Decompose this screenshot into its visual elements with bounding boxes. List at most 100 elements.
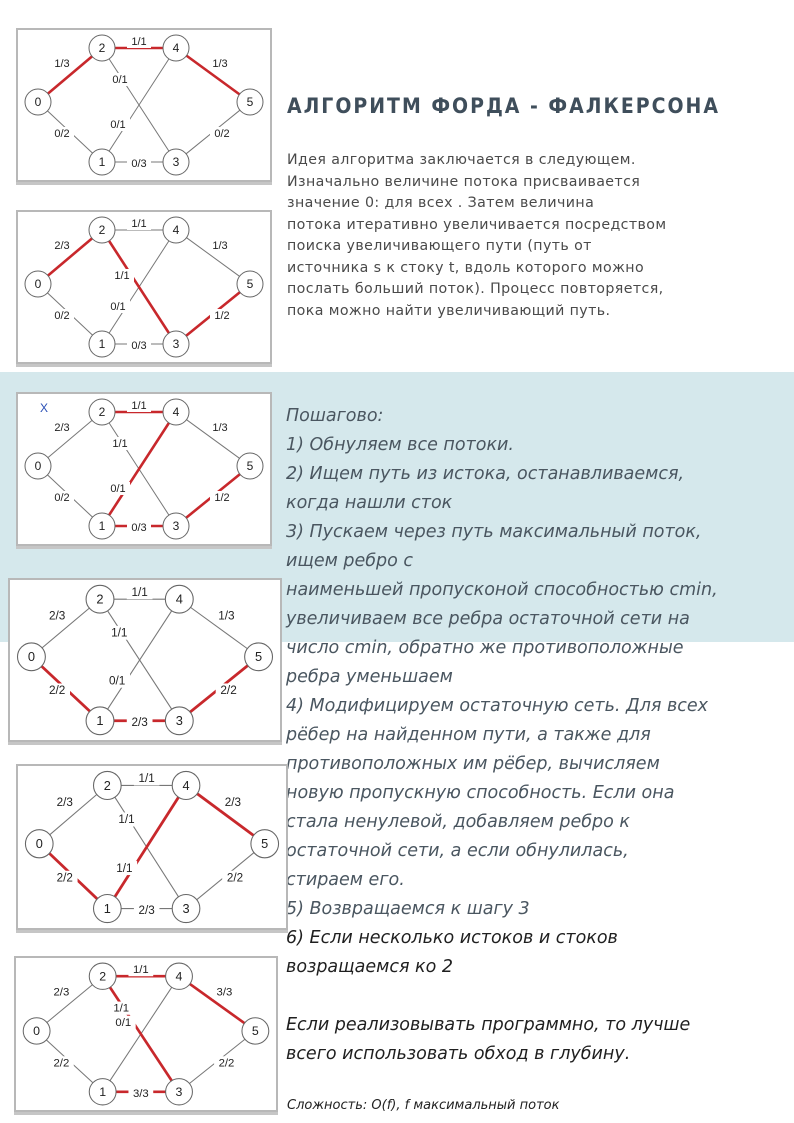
- edge-label-e35: 2/2: [219, 1058, 235, 1070]
- edge-label-e13: 0/3: [131, 522, 146, 534]
- edge-label-bg: [210, 491, 234, 504]
- edge-label-bg: [52, 870, 78, 885]
- network-diagram: 1/3 0/2 1/1 0/1 0/3 0/1 1/3 0/2 0 1 2 3 4 5: [24, 34, 264, 176]
- steps-line: остаточной сети, а если обнулилась,: [286, 841, 629, 861]
- steps-line: [286, 982, 726, 1011]
- edge-label-bg: [127, 35, 151, 48]
- path-edge-4-5: [184, 784, 267, 846]
- complexity-note: Сложность: O(f), f максимальный поток: [287, 1098, 560, 1113]
- edge-label-bg: [50, 309, 74, 322]
- edge-label-e35: 2/2: [220, 684, 236, 697]
- edge-label-bg: [127, 399, 151, 412]
- edge-label-e02: 2/3: [54, 422, 69, 434]
- intro-line: источника s к стоку t, вдоль которого мо…: [287, 259, 645, 276]
- node-1: [88, 148, 116, 176]
- node-label-1: 1: [104, 901, 111, 916]
- edge-label-e21: 1/1: [111, 627, 127, 640]
- cross-mark: X: [40, 401, 48, 415]
- node-0: [24, 452, 52, 480]
- network-diagram: 2/3 0/2 1/1 1/1 0/3 0/1 1/3 1/2 0 1 2 3 4 5 X: [24, 398, 264, 540]
- node-label-3: 3: [176, 1085, 183, 1099]
- steps-text: Пошагово: 1) Обнуляем все потоки. 2) Ище…: [286, 402, 726, 1069]
- node-label-5: 5: [247, 95, 254, 109]
- node-label-0: 0: [33, 1024, 40, 1038]
- node-0: [24, 829, 54, 859]
- edge-label-bg: [222, 870, 248, 885]
- edge-label-e21: 1/1: [112, 438, 127, 450]
- edge-label-e24: 1/1: [139, 772, 155, 785]
- edge-4-5: [186, 237, 240, 277]
- edge-label-e02: 2/3: [49, 609, 66, 622]
- edge-label-bg: [208, 57, 232, 70]
- node-label-5: 5: [247, 277, 254, 291]
- node-5: [236, 88, 264, 116]
- edge-1-4: [108, 58, 170, 152]
- steps-line: ребра уменьшаем: [286, 667, 453, 687]
- edge-label-e01: 2/2: [57, 871, 73, 884]
- steps-line: возращаемся ко 2: [286, 957, 454, 977]
- steps-line: наименьшей пропусконой способностью cmin…: [286, 580, 718, 600]
- edge-label-bg: [106, 300, 130, 313]
- edge-label-bg: [50, 421, 74, 434]
- edge-label-e24: 1/1: [131, 218, 146, 230]
- edge-label-e21: 0/1: [112, 74, 127, 86]
- node-label-4: 4: [173, 41, 180, 55]
- edge-label-bg: [110, 1015, 136, 1029]
- node-2: [85, 584, 115, 614]
- steps-line: всего использовать обход в глубину.: [286, 1044, 631, 1064]
- node-label-2: 2: [99, 41, 106, 55]
- edge-label-bg: [49, 1056, 74, 1070]
- edge-label-e21: 1/1: [118, 813, 134, 826]
- edge-label-bg: [108, 73, 132, 86]
- node-label-3: 3: [173, 519, 180, 533]
- edge-label-bg: [106, 625, 133, 640]
- edge-label-e13: 0/3: [131, 158, 146, 170]
- node-0: [22, 1017, 51, 1045]
- edge-1-4: [107, 610, 173, 710]
- edge-label-bg: [127, 157, 151, 170]
- node-3: [162, 330, 190, 358]
- edge-label-e23: 1/1: [114, 270, 129, 282]
- node-1: [88, 1078, 117, 1106]
- path-edge-4-5: [174, 46, 252, 104]
- edge-label-e45: 1/3: [212, 422, 227, 434]
- edge-label-e45: 1/3: [212, 240, 227, 252]
- edge-label-e02: 2/3: [57, 796, 74, 809]
- steps-line: ищем ребро с: [286, 551, 414, 571]
- intro-line: Изначально величине потока присваивается: [287, 173, 641, 190]
- edge-label-bg: [50, 491, 74, 504]
- node-label-4: 4: [182, 778, 189, 793]
- node-0: [24, 88, 52, 116]
- edge-label-bg: [44, 608, 70, 623]
- steps-line: стираем его.: [286, 870, 405, 890]
- edge-label-bg: [210, 127, 234, 140]
- edge-label-bg: [50, 239, 74, 252]
- edge-label-e24: 1/1: [131, 400, 146, 412]
- node-label-3: 3: [173, 337, 180, 351]
- edge-label-e14: 0/1: [109, 675, 125, 688]
- edge-label-bg: [208, 239, 232, 252]
- node-1: [92, 893, 122, 924]
- edge-label-bg: [214, 1056, 239, 1070]
- node-4: [165, 962, 193, 990]
- node-label-2: 2: [99, 223, 106, 237]
- edge-label-bg: [49, 985, 74, 999]
- node-label-0: 0: [35, 459, 42, 473]
- node-label-1: 1: [99, 155, 106, 169]
- edge-label-e02: 1/3: [54, 58, 69, 70]
- node-label-3: 3: [173, 155, 180, 169]
- flow-network-figure-1: 1/3 0/2 1/1 0/1 0/3 0/1 1/3 0/2 0 1 2 3 4 5: [16, 28, 272, 182]
- node-3: [165, 1078, 193, 1106]
- edge-label-e24: 1/1: [131, 36, 146, 48]
- edge-label-e24: 1/1: [133, 964, 149, 976]
- flow-network-figure-3: 2/3 0/2 1/1 1/1 0/3 0/1 1/3 1/2 0 1 2 3 4 5 X: [16, 392, 272, 546]
- edge-label-bg: [108, 437, 132, 450]
- node-label-0: 0: [28, 649, 35, 664]
- edge-label-e02: 2/3: [54, 240, 69, 252]
- edge-label-e45: 2/3: [225, 796, 242, 809]
- edge-label-e01: 0/2: [54, 492, 69, 504]
- network-diagram: 2/3 2/2 1/1 1/1 2/3 0/1 1/3 2/2 0 1 2 3 4 5: [16, 584, 274, 736]
- steps-line: увеличиваем все ребра остаточной сети на: [286, 609, 690, 629]
- intro-paragraph: Идея алгоритма заключается в следующем. …: [287, 150, 727, 322]
- node-0: [24, 270, 52, 298]
